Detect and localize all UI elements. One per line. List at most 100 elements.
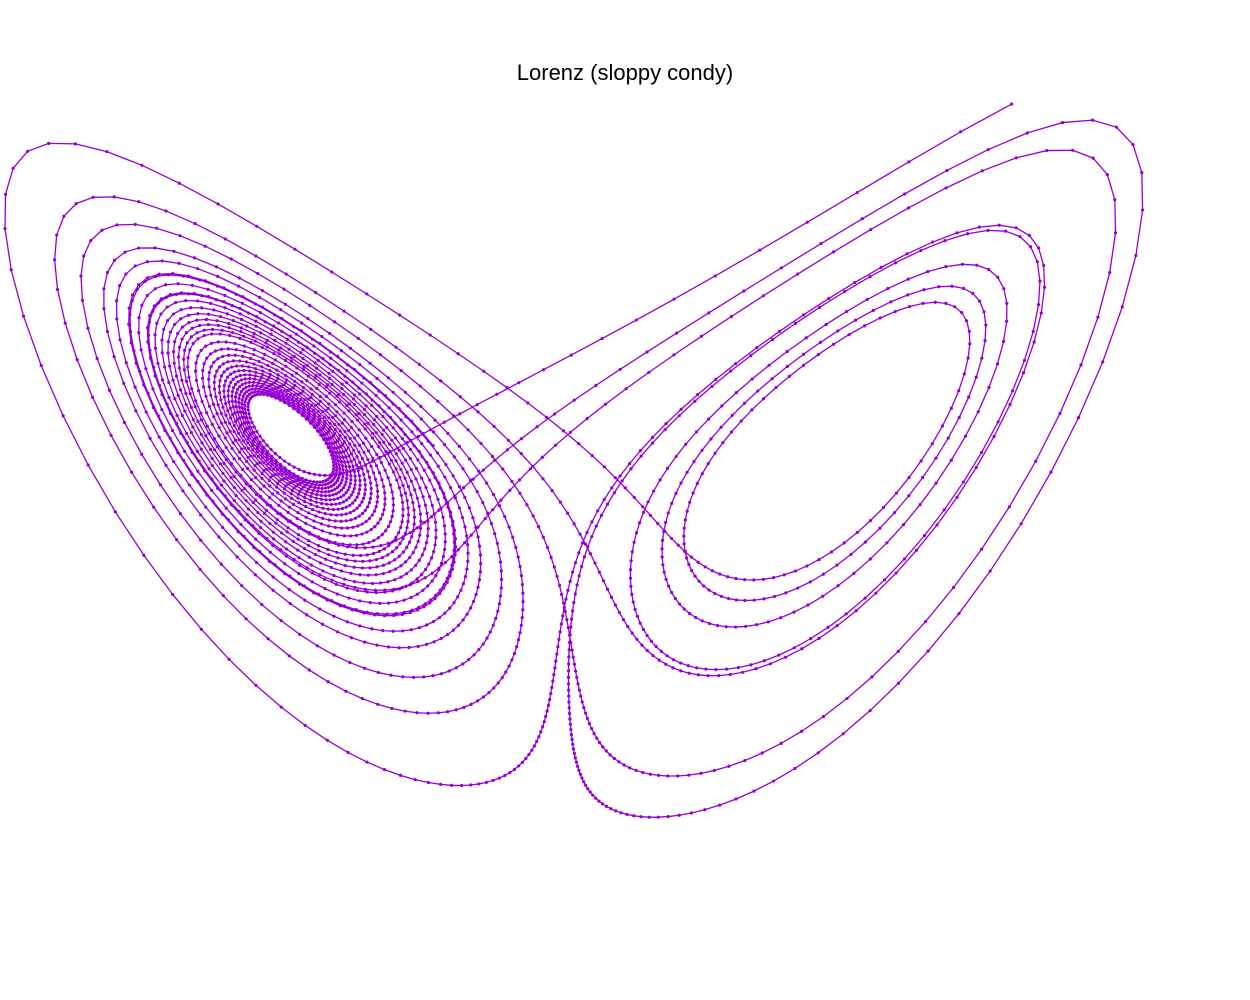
data-point	[290, 488, 294, 493]
data-point	[863, 540, 867, 544]
data-point	[118, 338, 122, 342]
data-point	[347, 496, 351, 500]
data-point	[265, 443, 269, 447]
data-point	[255, 461, 259, 466]
data-point	[400, 461, 404, 465]
data-point	[706, 462, 710, 466]
data-point	[458, 412, 462, 416]
data-point	[431, 620, 435, 624]
data-point	[831, 342, 836, 346]
data-point	[348, 436, 352, 441]
data-point	[326, 507, 330, 511]
data-point	[335, 533, 340, 537]
data-point	[868, 275, 872, 279]
data-point	[232, 485, 236, 490]
data-point	[363, 463, 368, 467]
data-point	[296, 492, 301, 496]
data-point	[312, 591, 316, 595]
data-point	[295, 516, 299, 520]
data-point	[344, 455, 348, 459]
data-point	[263, 352, 267, 357]
data-point	[418, 384, 422, 388]
data-point	[160, 351, 164, 355]
data-point	[301, 386, 306, 390]
data-point	[327, 485, 331, 490]
data-point	[368, 601, 372, 605]
data-point	[556, 645, 560, 649]
data-point	[957, 389, 961, 393]
data-point	[600, 336, 604, 341]
data-point	[400, 437, 404, 441]
data-point	[280, 531, 284, 535]
data-point	[330, 488, 334, 493]
data-point	[713, 451, 717, 455]
data-point	[434, 593, 438, 597]
data-point	[335, 410, 339, 414]
data-point	[247, 388, 251, 392]
data-point	[1036, 303, 1041, 307]
data-point	[245, 394, 250, 398]
data-point	[273, 358, 277, 362]
data-point	[662, 570, 666, 574]
data-point	[218, 379, 222, 383]
data-point	[237, 457, 242, 461]
data-point	[409, 447, 413, 452]
data-point	[575, 675, 579, 680]
data-point	[288, 334, 293, 338]
data-point	[230, 394, 234, 398]
data-point	[403, 433, 407, 437]
data-point	[563, 609, 567, 614]
data-point	[62, 214, 66, 218]
data-point	[443, 547, 447, 551]
data-point	[340, 464, 345, 468]
data-point	[456, 623, 461, 627]
data-point	[395, 446, 399, 450]
data-point	[274, 472, 278, 477]
data-point	[466, 543, 470, 547]
data-point	[236, 387, 240, 392]
data-point	[446, 431, 450, 436]
data-point	[630, 631, 634, 635]
data-point	[477, 578, 482, 582]
data-point	[186, 274, 191, 278]
data-point	[286, 519, 291, 524]
data-point	[186, 356, 190, 360]
data-point	[331, 460, 336, 464]
data-point	[358, 487, 362, 492]
data-point	[331, 493, 335, 497]
data-point	[432, 488, 436, 492]
data-point	[953, 305, 957, 309]
data-point	[432, 640, 436, 644]
data-point	[476, 410, 480, 414]
data-point	[288, 505, 292, 509]
data-point	[727, 764, 731, 768]
data-point	[476, 535, 480, 539]
data-point	[360, 522, 364, 526]
data-point	[230, 389, 234, 394]
data-point	[239, 326, 243, 330]
data-point	[151, 387, 155, 391]
data-point	[855, 190, 859, 195]
data-point	[276, 393, 280, 397]
data-point	[472, 599, 476, 604]
data-point	[1038, 279, 1042, 283]
data-point	[262, 484, 266, 488]
data-point	[315, 386, 319, 390]
data-point	[1140, 170, 1144, 175]
data-point	[580, 700, 584, 704]
data-point	[768, 662, 772, 666]
data-point	[391, 402, 395, 406]
data-point	[264, 508, 268, 512]
data-point	[469, 702, 473, 706]
data-point	[349, 518, 353, 522]
data-point	[346, 488, 350, 492]
data-point	[682, 526, 686, 530]
data-point	[382, 410, 386, 414]
data-point	[353, 585, 357, 590]
data-point	[122, 381, 126, 385]
data-point	[413, 488, 417, 492]
data-point	[391, 509, 395, 513]
data-point	[258, 295, 262, 299]
data-point	[310, 491, 314, 495]
data-point	[210, 456, 214, 461]
